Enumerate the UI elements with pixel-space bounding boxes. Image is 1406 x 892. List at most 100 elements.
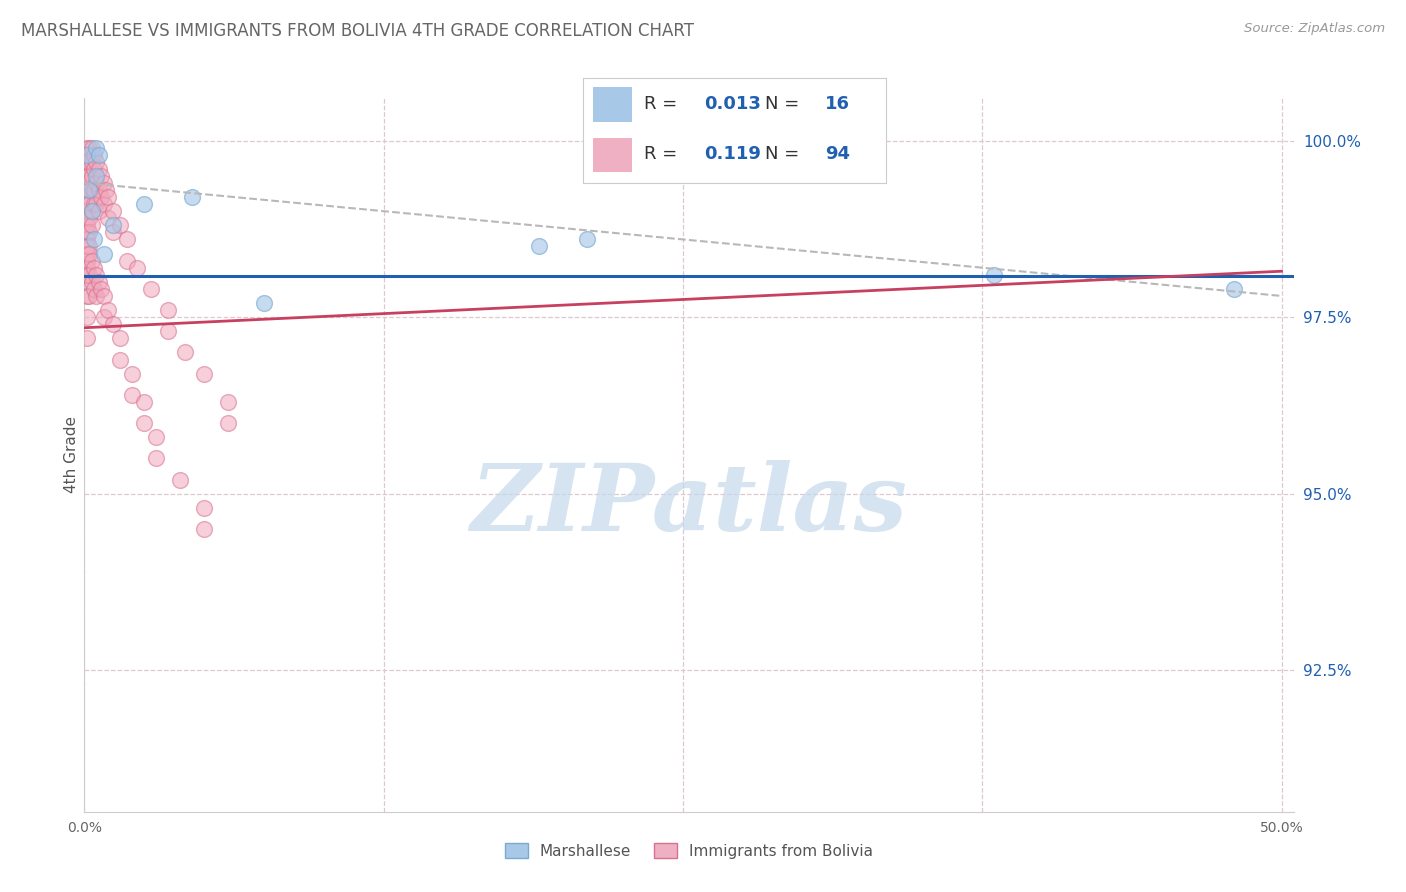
Text: 94: 94 (825, 145, 851, 163)
Point (77, 197, 100, 211)
Point (83, 161, 105, 176)
Text: R =: R = (644, 145, 683, 163)
Text: N =: N = (765, 95, 804, 113)
Point (101, 225, 124, 239)
Point (93, 289, 115, 303)
Point (87, 183, 110, 197)
Point (87, 204, 110, 219)
Point (101, 317, 124, 331)
Text: Source: ZipAtlas.com: Source: ZipAtlas.com (1244, 22, 1385, 36)
Point (134, 416, 156, 430)
Point (76, 260, 98, 275)
Point (97, 211, 120, 226)
Point (101, 204, 124, 219)
Point (76, 176, 98, 190)
Point (83, 147, 105, 161)
Text: 0.119: 0.119 (704, 145, 761, 163)
Point (193, 367, 215, 381)
Point (110, 219, 132, 233)
Point (76, 331, 98, 345)
Point (145, 451, 167, 466)
Point (121, 367, 143, 381)
Point (193, 522, 215, 536)
Point (217, 395, 239, 409)
Point (76, 197, 98, 211)
Point (134, 395, 156, 409)
Point (76, 190, 98, 204)
Point (76, 147, 98, 161)
Point (83, 260, 105, 275)
Point (145, 430, 167, 444)
Point (141, 282, 163, 296)
Point (76, 169, 98, 183)
Point (77, 211, 100, 226)
Point (93, 310, 115, 325)
Point (76, 140, 98, 154)
Point (83, 282, 105, 296)
Point (169, 473, 191, 487)
Point (253, 296, 276, 310)
Point (125, 260, 148, 275)
Point (80, 183, 103, 197)
Point (94, 183, 117, 197)
Point (77, 183, 100, 197)
Point (77, 154, 100, 169)
Point (76, 268, 98, 282)
Point (87, 147, 110, 161)
Point (83, 183, 105, 197)
Point (77, 169, 100, 183)
Point (77, 140, 100, 154)
Point (76, 204, 98, 219)
Point (117, 253, 139, 268)
Point (983, 268, 1005, 282)
Point (76, 183, 98, 197)
Point (80, 253, 103, 268)
Point (86, 176, 108, 190)
Point (90, 282, 112, 296)
Point (97, 190, 120, 204)
Point (76, 147, 98, 161)
Point (217, 416, 239, 430)
Point (181, 190, 204, 204)
Point (83, 232, 105, 246)
Point (77, 239, 100, 253)
Point (80, 154, 103, 169)
Point (80, 204, 103, 219)
Point (117, 232, 139, 246)
Point (529, 239, 551, 253)
Point (76, 225, 98, 239)
Point (86, 169, 108, 183)
Point (90, 190, 112, 204)
Point (87, 161, 110, 176)
Point (77, 289, 100, 303)
Point (86, 289, 108, 303)
Point (80, 204, 103, 219)
Point (174, 345, 197, 359)
Text: MARSHALLESE VS IMMIGRANTS FROM BOLIVIA 4TH GRADE CORRELATION CHART: MARSHALLESE VS IMMIGRANTS FROM BOLIVIA 4… (21, 22, 695, 40)
Point (110, 352, 132, 367)
Point (76, 161, 98, 176)
Point (80, 169, 103, 183)
Point (110, 331, 132, 345)
Point (1222, 282, 1244, 296)
Point (80, 219, 103, 233)
Point (134, 197, 156, 211)
Point (76, 246, 98, 260)
Point (86, 197, 108, 211)
Text: 0.013: 0.013 (704, 95, 761, 113)
Legend: Marshallese, Immigrants from Bolivia: Marshallese, Immigrants from Bolivia (499, 837, 879, 864)
Point (87, 275, 110, 289)
Point (76, 253, 98, 268)
Bar (592, 137, 631, 172)
Point (76, 232, 98, 246)
Point (76, 154, 98, 169)
Point (121, 388, 143, 402)
Point (101, 219, 124, 233)
Point (77, 268, 100, 282)
Text: 16: 16 (825, 95, 851, 113)
Point (93, 197, 115, 211)
Point (157, 324, 180, 338)
Point (76, 211, 98, 226)
Point (93, 246, 115, 260)
Point (76, 289, 98, 303)
